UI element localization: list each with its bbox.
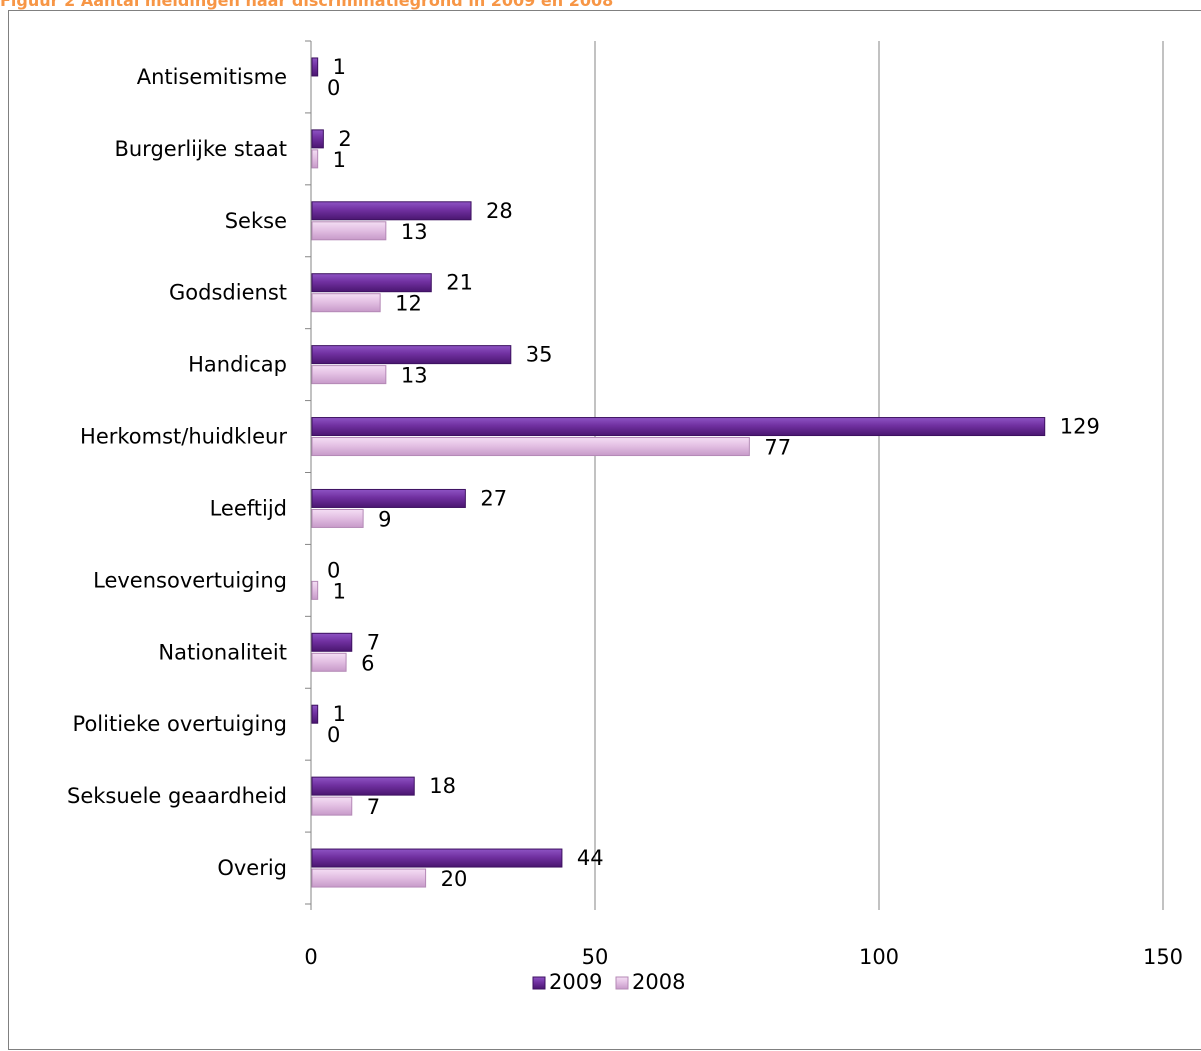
chart-frame: 0 50 100 150 Antisemitisme 1 0 Burgerlijke staa… [8, 10, 1201, 1050]
bar-2009 [311, 129, 324, 149]
category-label: Overig [217, 856, 287, 880]
bar-2009 [311, 704, 319, 724]
x-tick-label-150: 150 [1143, 945, 1183, 969]
value-label-2008: 77 [764, 436, 791, 460]
legend-swatch-2008 [615, 976, 629, 990]
value-label-2008: 6 [361, 651, 374, 675]
value-label-2009: 44 [577, 846, 604, 870]
bars [311, 57, 1046, 888]
legend: 2009 2008 [532, 970, 685, 994]
bar-2008 [311, 868, 427, 888]
category-label: Politieke overtuiging [73, 712, 287, 736]
value-label-2009: 21 [446, 271, 473, 295]
value-label-2009: 2 [338, 127, 351, 151]
category-label: Burgerlijke staat [114, 137, 287, 161]
bar-2008 [311, 796, 353, 816]
category-label: Antisemitisme [137, 65, 287, 89]
value-label-2008: 20 [441, 867, 468, 891]
value-label-2009: 35 [526, 343, 553, 367]
value-label-2009: 7 [367, 630, 380, 654]
x-tick-label-100: 100 [859, 945, 899, 969]
value-label-2008: 9 [378, 507, 391, 531]
bar-2009 [311, 417, 1046, 437]
legend-swatch-2009 [532, 976, 546, 990]
value-label-2008: 0 [327, 723, 340, 747]
bar-2008 [311, 652, 347, 672]
bar-2008 [311, 221, 387, 241]
x-tick-label-0: 0 [304, 945, 317, 969]
bar-2009 [311, 201, 472, 221]
value-label-2009: 1 [333, 702, 346, 726]
bar-2009 [311, 776, 415, 796]
gridlines [594, 41, 1164, 904]
legend-label-2008: 2008 [632, 970, 685, 994]
bar-2009 [311, 488, 466, 508]
category-label: Levensovertuiging [93, 568, 287, 592]
legend-label-2009: 2009 [549, 970, 602, 994]
bar-2009 [311, 848, 563, 868]
category-label: Nationaliteit [158, 640, 287, 664]
axes [305, 40, 1164, 910]
value-label-2009: 0 [327, 558, 340, 582]
value-label-2008: 1 [333, 579, 346, 603]
value-label-2009: 27 [480, 486, 507, 510]
value-label-2008: 7 [367, 795, 380, 819]
bar-2009 [311, 57, 319, 77]
category-label: Sekse [225, 209, 287, 233]
value-label-2008: 0 [327, 76, 340, 100]
category-label: Leeftijd [210, 496, 287, 520]
bar-2009 [311, 273, 432, 293]
category-label: Seksuele geaardheid [67, 784, 287, 808]
category-label: Handicap [188, 353, 287, 377]
bar-2008 [311, 508, 364, 528]
value-label-2009: 28 [486, 199, 513, 223]
bar-2008 [311, 437, 750, 457]
value-label-2009: 129 [1060, 415, 1100, 439]
bar-2008 [311, 293, 381, 313]
value-label-2008: 13 [401, 220, 428, 244]
x-tick-label-50: 50 [582, 945, 609, 969]
bar-2008 [311, 365, 387, 385]
bar-2008 [311, 149, 319, 169]
bar-2009 [311, 632, 353, 652]
value-label-2008: 12 [395, 292, 422, 316]
category-label: Herkomst/huidkleur [80, 425, 287, 449]
category-label: Godsdienst [169, 281, 287, 305]
value-label-2008: 13 [401, 364, 428, 388]
bar-2008 [311, 580, 319, 600]
value-label-2009: 1 [333, 55, 346, 79]
figure-caption: Figuur 2 Aantal meldingen naar discrimin… [0, 0, 614, 10]
value-label-2008: 1 [333, 148, 346, 172]
bar-2009 [311, 345, 512, 365]
value-label-2009: 18 [429, 774, 456, 798]
